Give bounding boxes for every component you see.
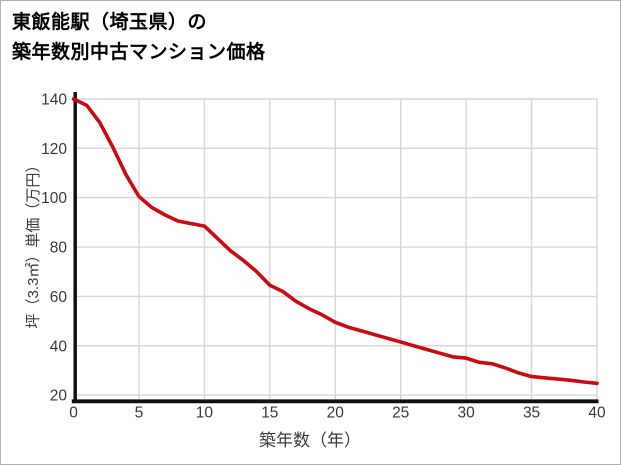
x-tick-label: 30 <box>458 405 476 422</box>
y-axis-label: 坪（3.3㎡）単価（万円） <box>25 157 42 329</box>
x-tick-label: 25 <box>392 405 409 422</box>
y-tick-label: 100 <box>41 190 67 207</box>
y-tick-label: 140 <box>41 92 67 109</box>
y-tick-label: 80 <box>50 240 68 257</box>
x-tick-label: 10 <box>196 405 214 422</box>
x-tick-label: 40 <box>588 405 606 422</box>
chart-title-line1: 東飯能駅（埼玉県）の <box>12 12 208 33</box>
chart-title: 東飯能駅（埼玉県）の 築年数別中古マンション価格 <box>12 8 602 68</box>
x-tick-label: 5 <box>135 405 144 422</box>
x-tick-label: 35 <box>523 405 540 422</box>
x-axis-label: 築年数（年） <box>259 431 361 450</box>
y-tick-label: 60 <box>50 289 68 306</box>
x-tick-label: 20 <box>327 405 345 422</box>
y-tick-label: 40 <box>50 338 68 355</box>
price-line-series <box>71 97 599 386</box>
x-tick-label: 0 <box>69 405 78 422</box>
y-tick-label: 20 <box>50 388 68 405</box>
x-tick-label: 15 <box>261 405 278 422</box>
chart-title-line2: 築年数別中古マンション価格 <box>12 42 266 63</box>
y-tick-label: 120 <box>41 141 67 158</box>
